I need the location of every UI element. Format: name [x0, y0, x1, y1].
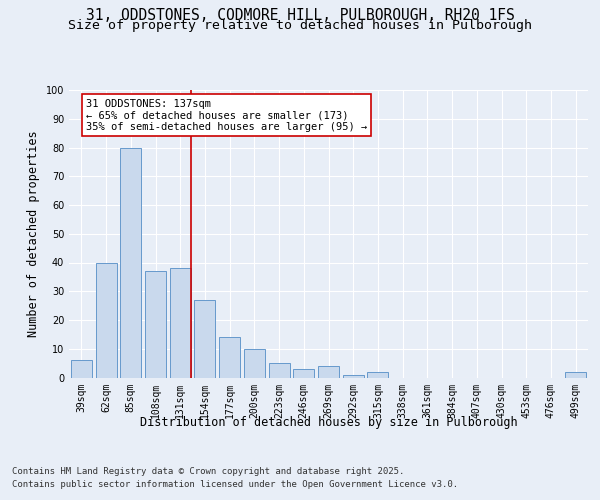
Text: Distribution of detached houses by size in Pulborough: Distribution of detached houses by size …: [140, 416, 518, 429]
Bar: [71, 360, 92, 378]
Bar: [269, 363, 290, 378]
Bar: [194, 300, 215, 378]
Text: Contains HM Land Registry data © Crown copyright and database right 2025.: Contains HM Land Registry data © Crown c…: [12, 467, 404, 476]
Bar: [318, 366, 339, 378]
Bar: [244, 349, 265, 378]
Bar: [367, 372, 388, 378]
Text: 31, ODDSTONES, CODMORE HILL, PULBOROUGH, RH20 1FS: 31, ODDSTONES, CODMORE HILL, PULBOROUGH,…: [86, 8, 514, 22]
Bar: [120, 148, 141, 378]
Bar: [343, 374, 364, 378]
Bar: [293, 369, 314, 378]
Text: 31 ODDSTONES: 137sqm
← 65% of detached houses are smaller (173)
35% of semi-deta: 31 ODDSTONES: 137sqm ← 65% of detached h…: [86, 98, 367, 132]
Bar: [145, 271, 166, 378]
Text: Contains public sector information licensed under the Open Government Licence v3: Contains public sector information licen…: [12, 480, 458, 489]
Bar: [95, 262, 116, 378]
Bar: [170, 268, 191, 378]
Bar: [565, 372, 586, 378]
Y-axis label: Number of detached properties: Number of detached properties: [27, 130, 40, 337]
Text: Size of property relative to detached houses in Pulborough: Size of property relative to detached ho…: [68, 19, 532, 32]
Bar: [219, 337, 240, 378]
